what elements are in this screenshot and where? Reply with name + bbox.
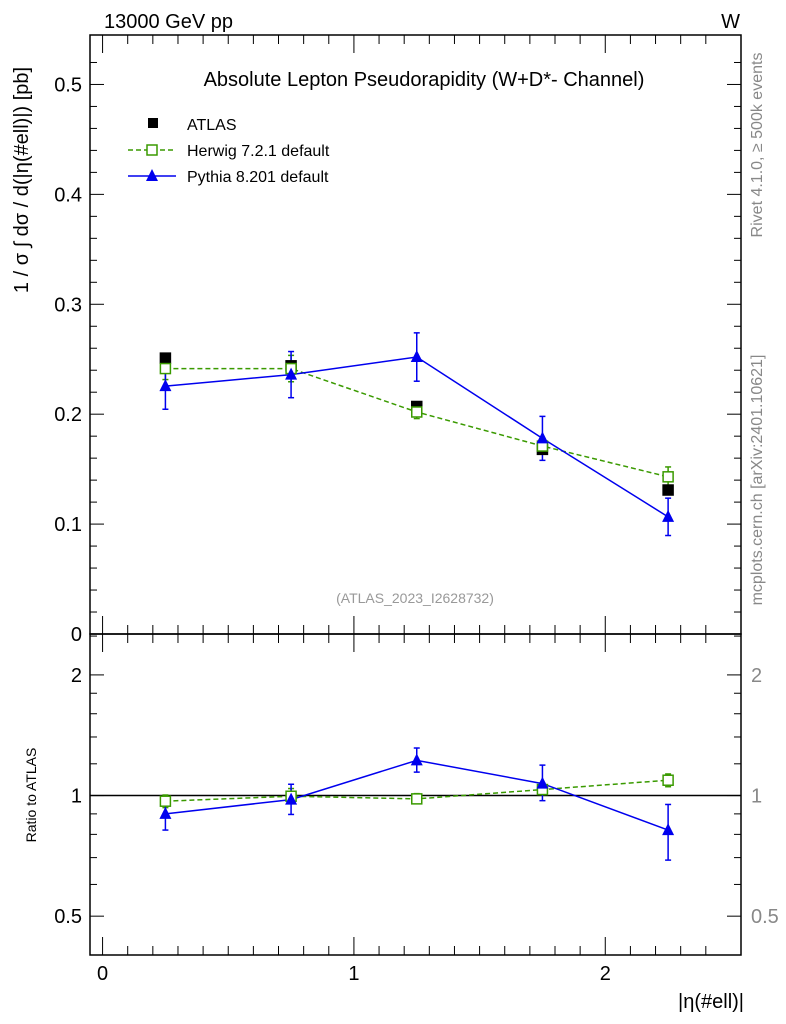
- y-axis-label: 1 / σ ∫ dσ / d(|η(#ell)|) [pb]: [11, 67, 33, 293]
- pythia-ratio-point: [536, 776, 549, 789]
- header-right: W: [721, 11, 740, 33]
- pythia-ratio-point: [285, 792, 298, 805]
- pythia-ratio-point: [662, 823, 675, 836]
- ratio-y-axis-label: Ratio to ATLAS: [23, 748, 39, 843]
- atlas-point: [662, 484, 674, 496]
- mcplots-label: mcplots.cern.ch [arXiv:2401.10621]: [749, 355, 766, 606]
- x-tick-label: 2: [600, 963, 611, 985]
- x-tick-label: 0: [97, 963, 108, 985]
- y-tick-label: 0: [71, 624, 82, 646]
- ratio-y-tick-label: 2: [71, 665, 82, 687]
- herwig-ratio-point: [159, 795, 172, 807]
- y-tick-label: 0.3: [54, 294, 82, 316]
- legend: ATLAS Herwig 7.2.1 default Pythia 8.201 de…: [128, 117, 330, 186]
- pythia-ratio-point: [410, 753, 423, 766]
- herwig-point: [662, 471, 674, 483]
- x-tick-label: 1: [348, 963, 359, 985]
- analysis-annotation: (ATLAS_2023_I2628732): [336, 590, 494, 606]
- legend-label: ATLAS: [187, 117, 237, 134]
- atlas-point: [159, 352, 172, 364]
- ratio-y-tick-label-right: 0.5: [751, 906, 779, 928]
- legend-pythia-marker: [146, 169, 158, 181]
- ratio-y-tick-label-right: 1: [751, 786, 762, 808]
- y-tick-label: 0.4: [54, 184, 82, 206]
- ratio-y-tick-label-right: 2: [751, 665, 762, 687]
- pythia-point: [410, 350, 423, 363]
- pythia-point: [662, 509, 675, 522]
- herwig-ratio-point: [662, 774, 674, 786]
- y-tick-label: 0.1: [54, 514, 82, 536]
- herwig-line: [165, 367, 669, 478]
- legend-label: Pythia 8.201 default: [187, 169, 329, 186]
- x-axis-label: |η(#ell)|: [678, 991, 744, 1013]
- herwig-point: [411, 406, 423, 418]
- rivet-label: Rivet 4.1.0, ≥ 500k events: [749, 53, 766, 238]
- pythia-ratio-point: [159, 806, 172, 819]
- legend-label: Herwig 7.2.1 default: [187, 143, 330, 160]
- ratio-frame: [89, 633, 742, 956]
- header-left: 13000 GeV pp: [104, 11, 233, 33]
- legend-atlas-marker: [148, 118, 158, 128]
- pythia-point: [159, 379, 172, 392]
- chart-title: Absolute Lepton Pseudorapidity (W+D*- Ch…: [204, 69, 645, 91]
- pythia-point: [536, 431, 549, 444]
- y-tick-label: 0.5: [54, 74, 82, 96]
- ratio-y-tick-label: 1: [71, 786, 82, 808]
- legend-herwig-marker: [146, 144, 158, 156]
- herwig-point: [159, 362, 172, 375]
- herwig-ratio-point: [411, 793, 423, 805]
- pythia-point: [285, 367, 298, 380]
- ratio-y-tick-label: 0.5: [54, 906, 82, 928]
- y-tick-label: 0.2: [54, 404, 82, 426]
